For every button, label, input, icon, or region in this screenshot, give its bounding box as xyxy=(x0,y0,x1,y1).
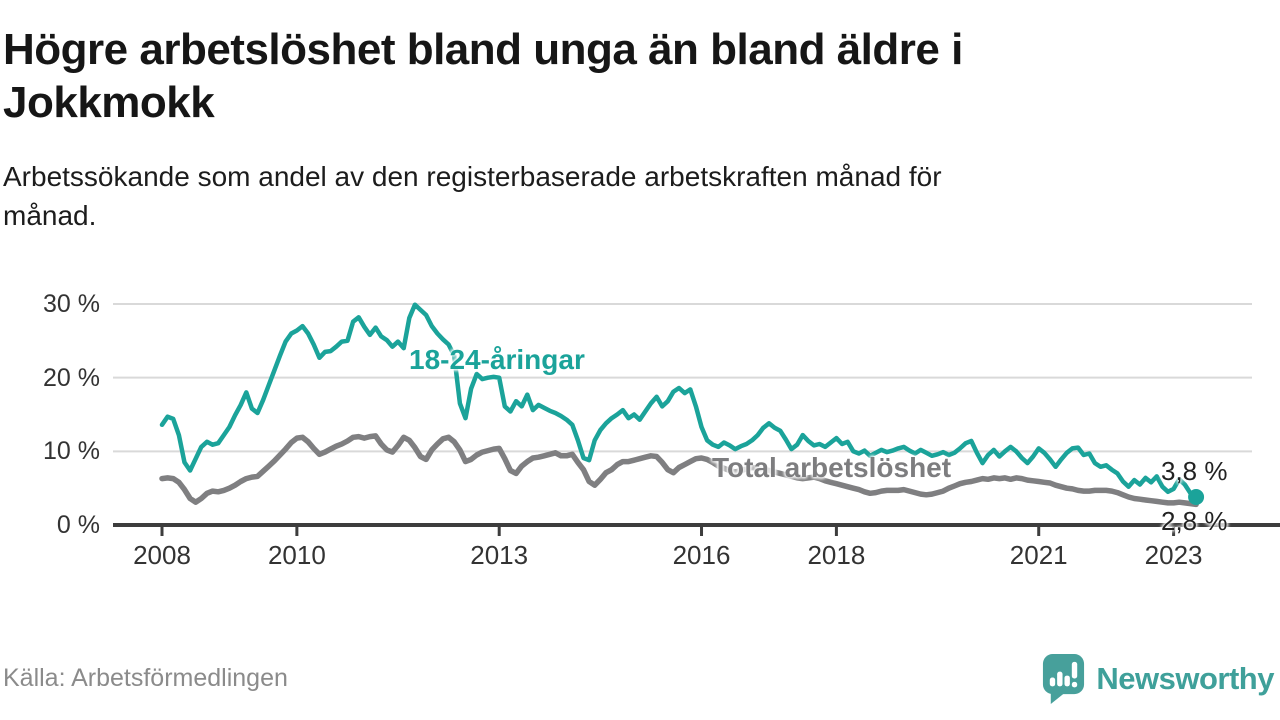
chart-subtitle-line2: månad. xyxy=(3,199,97,231)
y-axis-label-10: 10 % xyxy=(43,437,100,466)
y-axis-label-30: 30 % xyxy=(43,289,100,318)
y-axis-label-20: 20 % xyxy=(43,363,100,392)
series-line-total xyxy=(159,433,1199,508)
x-axis-label-2023: 2023 xyxy=(1144,540,1203,570)
brand-name: Newsworthy xyxy=(1096,660,1274,696)
brand-logo: Newsworthy xyxy=(1040,652,1274,705)
chart-subtitle-line1: Arbetssökande som andel av den registerb… xyxy=(3,161,942,192)
x-axis-label-2013: 2013 xyxy=(470,540,529,570)
page-title: Högre arbetslöshet bland unga än bland ä… xyxy=(3,24,1183,130)
end-value-total: 2,8 % xyxy=(1161,506,1228,536)
y-axis-label-0: 0 % xyxy=(56,511,100,539)
end-dot-young xyxy=(1188,489,1205,506)
source-note: Källa: Arbetsförmedlingen xyxy=(3,664,288,692)
end-value-young: 3,8 % xyxy=(1161,456,1228,486)
x-axis-label-2010: 2010 xyxy=(267,540,326,570)
series-line-young xyxy=(159,302,1199,500)
x-axis-label-2016: 2016 xyxy=(672,540,731,570)
series-label-young: 18-24-åringar xyxy=(409,344,585,375)
x-axis-label-2018: 2018 xyxy=(807,540,866,570)
newsworthy-bubble-icon xyxy=(1043,654,1085,704)
page-title-line2: Jokkmokk xyxy=(3,77,215,127)
page-title-line1: Högre arbetslöshet bland unga än bland ä… xyxy=(3,25,963,74)
series-label-total: Total arbetslöshet xyxy=(712,452,952,483)
x-axis-label-2021: 2021 xyxy=(1009,540,1068,570)
x-axis-label-2008: 2008 xyxy=(133,540,191,570)
chart-subtitle: Arbetssökande som andel av den registerb… xyxy=(3,158,1183,235)
